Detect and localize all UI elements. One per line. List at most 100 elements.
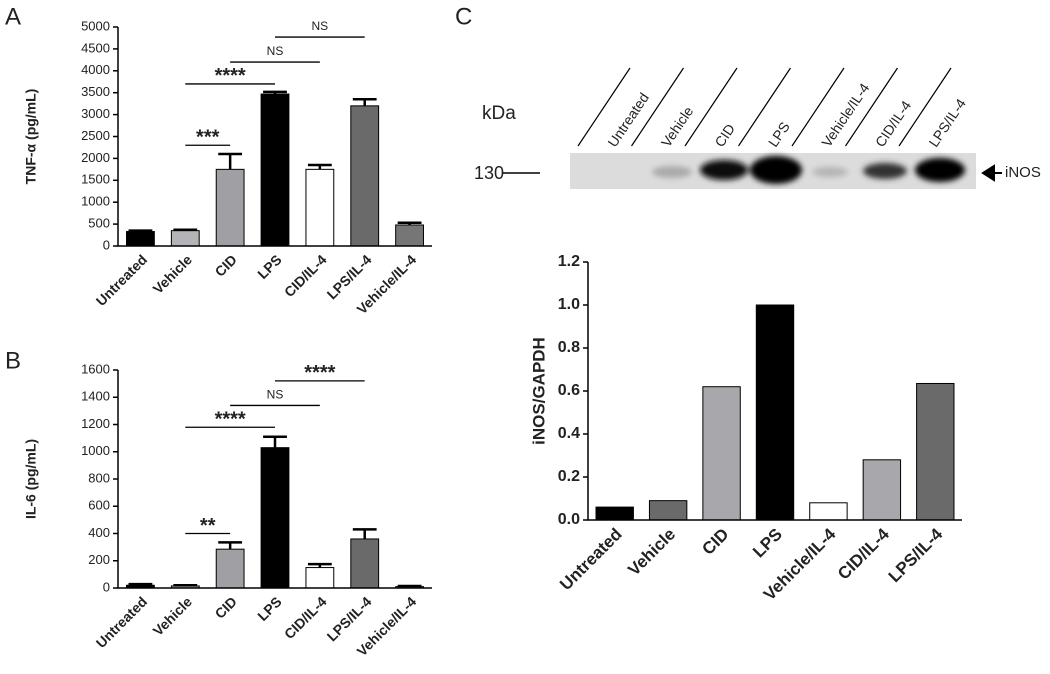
lane-divider [898, 67, 952, 147]
axes [587, 262, 962, 521]
y-tick-label: 0.6 [558, 382, 580, 399]
bar [305, 168, 335, 247]
bar [755, 304, 795, 521]
y-tick-label: 0.0 [558, 511, 580, 528]
y-tick-label: 4000 [81, 62, 110, 77]
significance-label: NS [312, 19, 329, 33]
y-tick-label: 0 [103, 579, 110, 594]
y-tick-label: 0 [103, 237, 110, 252]
y-tick-label: 1.2 [558, 253, 580, 270]
x-tick-label: CID [212, 251, 240, 279]
y-tick-label: 4500 [81, 40, 110, 55]
y-tick-label: 400 [88, 525, 110, 540]
bar [170, 230, 200, 247]
significance-label: NS [267, 44, 284, 58]
lane-label: CID/IL-4 [872, 97, 915, 149]
error-bar [352, 528, 377, 539]
error-bar [173, 584, 198, 587]
axes [117, 370, 432, 589]
y-tick-label: 0.4 [558, 425, 580, 442]
panel-label: B [5, 347, 21, 374]
lane-divider [684, 67, 738, 147]
x-tick-label: LPS [254, 593, 285, 624]
bar [395, 224, 424, 247]
bar [809, 502, 848, 521]
x-tick-label: Vehicle [150, 593, 196, 639]
y-tick-label: 600 [88, 498, 110, 513]
bar [350, 538, 380, 589]
y-tick-label: 3500 [81, 84, 110, 99]
x-tick-label: CID/IL-4 [281, 251, 330, 300]
lane-label: LPS [765, 119, 793, 150]
lane-label: Vehicle [658, 103, 697, 150]
error-bar [352, 98, 377, 106]
y-tick-label: 5000 [81, 18, 110, 33]
significance-label: **** [215, 65, 246, 87]
lane-divider [845, 67, 898, 147]
y-tick-label: 0.2 [558, 468, 580, 485]
significance-label: *** [196, 127, 220, 149]
bar [648, 500, 688, 521]
bar [215, 168, 245, 247]
significance-label: **** [215, 409, 246, 431]
x-tick-label: Untreated [93, 251, 151, 309]
band-label: iNOS [1005, 164, 1041, 181]
bar [215, 548, 245, 589]
bar [862, 459, 902, 521]
lane-label: CID [711, 121, 738, 150]
y-tick-label: 1200 [81, 416, 110, 431]
bar [305, 567, 335, 589]
bar [702, 386, 741, 521]
y-tick-label: 2500 [81, 128, 110, 143]
significance-label: NS [267, 388, 284, 402]
x-tick-label: Untreated [556, 525, 626, 595]
y-tick-label: 1000 [81, 443, 110, 458]
lane-divider [577, 67, 631, 147]
lane-divider [631, 67, 684, 147]
error-bar [263, 90, 287, 95]
x-tick-label: CID [212, 593, 240, 621]
significance-label: ** [200, 515, 216, 537]
y-tick-label: 800 [88, 470, 110, 485]
bar [260, 447, 290, 589]
x-tick-label: Vehicle [624, 525, 679, 580]
y-axis-label: TNF-α (pg/mL) [23, 89, 39, 185]
x-tick-label: CID [698, 525, 732, 559]
arrow [981, 164, 1002, 182]
lane-divider [738, 67, 791, 147]
error-bar [128, 229, 153, 232]
y-tick-label: 1400 [81, 389, 110, 404]
panel-label: C [455, 3, 472, 30]
error-bar [397, 584, 422, 588]
panel-label: A [5, 3, 21, 30]
y-tick-label: 500 [88, 216, 110, 231]
y-tick-label: 1600 [81, 361, 110, 376]
error-bar [218, 541, 243, 550]
lane-label: LPS/IL-4 [925, 95, 969, 149]
y-axis-label: iNOS/GAPDH [529, 337, 548, 445]
error-bar [128, 582, 153, 586]
bar [595, 506, 634, 521]
y-tick-label: 200 [88, 552, 110, 567]
bar [350, 105, 380, 247]
error-bar [307, 163, 332, 170]
y-axis-label: IL-6 (pg/mL) [23, 439, 39, 519]
significance-label: **** [304, 362, 335, 384]
bar [916, 382, 955, 521]
error-bar [307, 562, 332, 568]
x-tick-label: Vehicle [150, 251, 196, 297]
bar [126, 231, 155, 247]
blot-bands [652, 156, 965, 184]
x-tick-label: CID/IL-4 [834, 524, 893, 583]
y-tick-label: 2000 [81, 150, 110, 165]
error-bar [173, 228, 198, 232]
x-tick-label: LPS [749, 525, 786, 562]
error-bar [263, 435, 287, 448]
y-tick-label: 1000 [81, 194, 110, 209]
x-tick-label: Untreated [93, 593, 151, 651]
y-tick-label: 1.0 [558, 296, 580, 313]
x-tick-label: CID/IL-4 [281, 593, 330, 642]
y-tick-label: 3000 [81, 106, 110, 121]
marker-label: 130 [474, 163, 504, 183]
